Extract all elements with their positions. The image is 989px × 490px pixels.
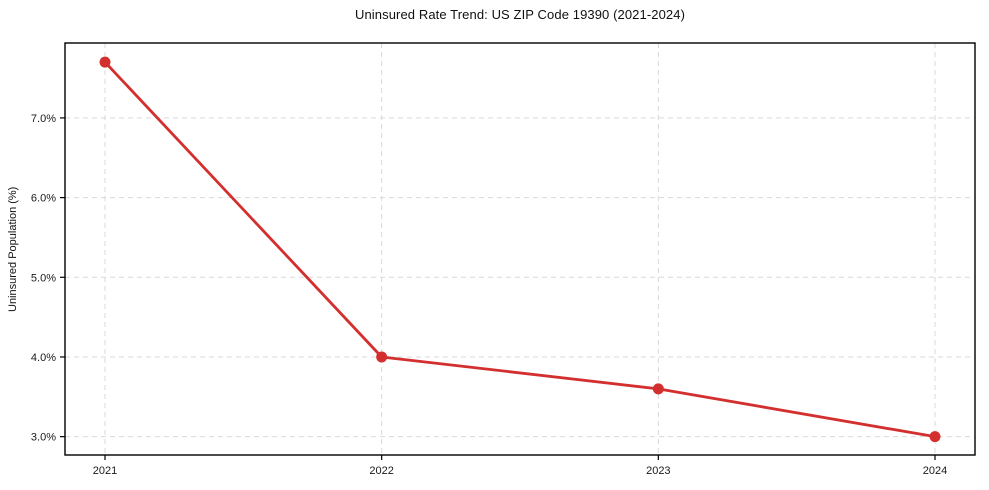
y-tick-label: 6.0% bbox=[31, 193, 56, 205]
data-point-marker bbox=[99, 56, 111, 68]
y-tick-label: 7.0% bbox=[31, 113, 56, 125]
y-tick-label: 3.0% bbox=[31, 432, 56, 444]
x-tick-label: 2023 bbox=[646, 465, 670, 477]
x-tick-label: 2022 bbox=[369, 465, 393, 477]
x-tick-label: 2024 bbox=[923, 465, 947, 477]
trend-line bbox=[103, 60, 937, 439]
chart-title: Uninsured Rate Trend: US ZIP Code 19390 … bbox=[354, 7, 686, 22]
data-point-marker bbox=[376, 351, 388, 363]
y-tick-label: 5.0% bbox=[31, 272, 56, 284]
data-point-marker bbox=[652, 383, 664, 395]
data-point-marker bbox=[929, 431, 941, 443]
y-tick-label: 4.0% bbox=[31, 352, 56, 364]
plot-border bbox=[64, 42, 976, 456]
x-tick-label: 2021 bbox=[93, 465, 117, 477]
plot-background bbox=[65, 43, 975, 455]
